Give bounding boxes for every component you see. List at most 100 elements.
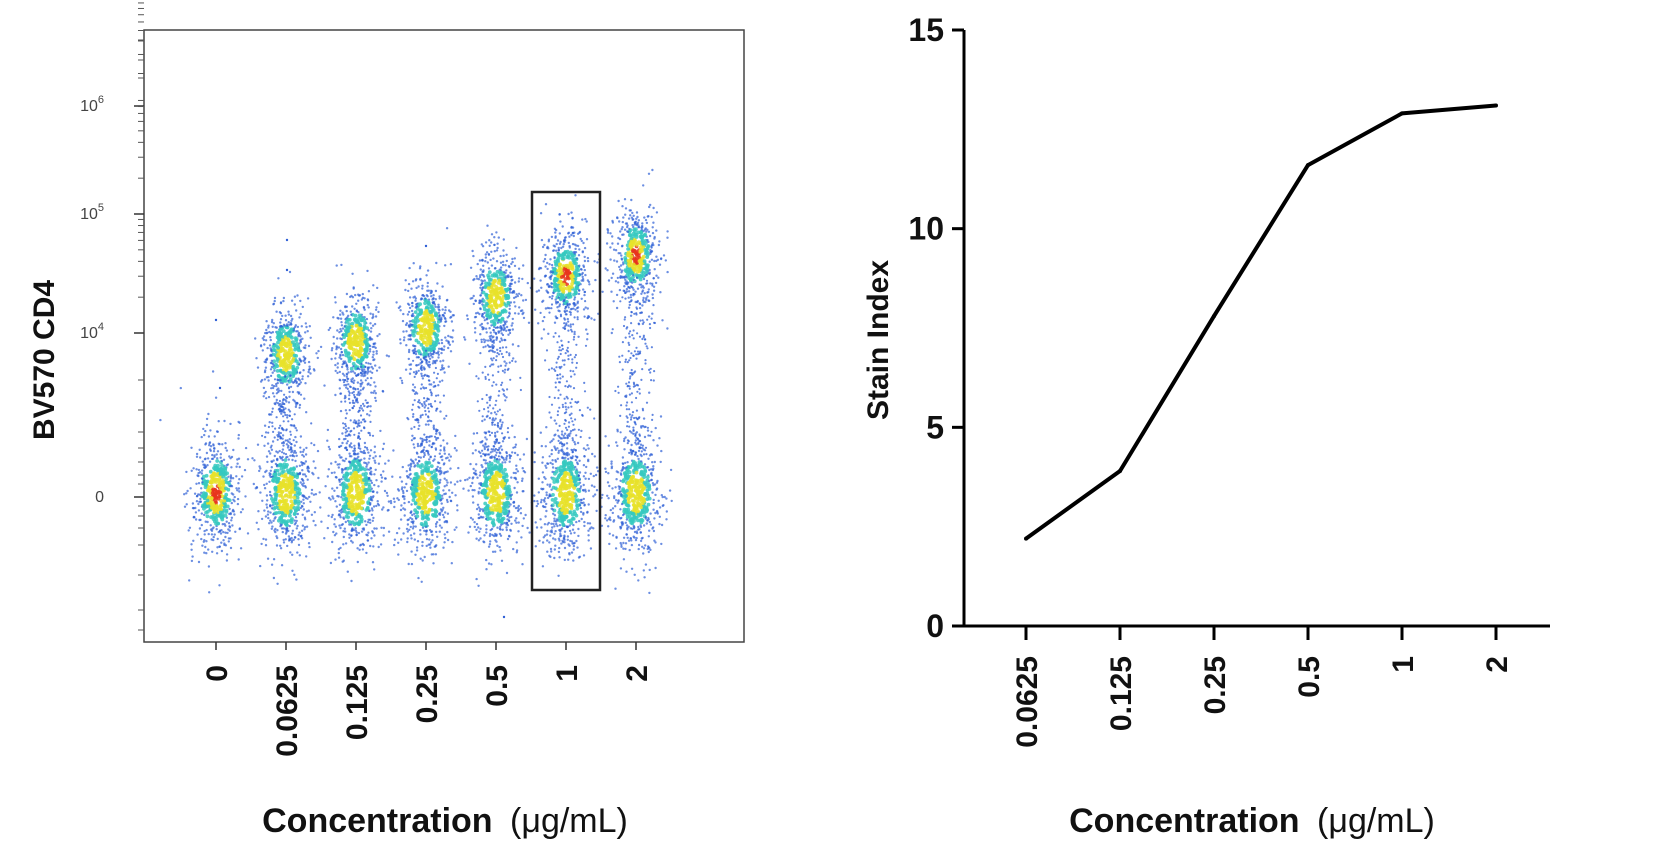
flow-event-dot [344, 467, 347, 470]
flow-event-dot [280, 340, 285, 345]
flow-event-dot [456, 480, 459, 483]
flow-event-dot [436, 282, 439, 285]
flow-event-dot [496, 348, 499, 351]
flow-event-dot [338, 370, 341, 374]
flow-event-dot [190, 446, 193, 449]
flow-event-dot [275, 501, 279, 506]
flow-event-dot [411, 323, 414, 327]
flow-event-dot [439, 401, 442, 404]
flow-event-dot [483, 279, 486, 282]
flow-event-dot [282, 296, 286, 300]
flow-event-dot [284, 375, 287, 378]
flow-event-dot [411, 408, 414, 411]
flow-event-dot [285, 397, 288, 400]
flow-event-dot [350, 534, 353, 537]
flow-event-dot [357, 424, 360, 427]
flow-event-dot [483, 408, 486, 411]
flow-event-dot [481, 419, 484, 423]
flow-event-dot [420, 383, 423, 386]
flow-event-dot [335, 264, 338, 267]
flow-event-dot [411, 403, 415, 406]
flow-event-dot [421, 437, 424, 440]
flow-event-dot [294, 451, 298, 454]
flow-event-dot [337, 551, 340, 555]
flow-event-dot [437, 303, 440, 306]
flow-event-dot [445, 299, 449, 302]
flow-event-dot [451, 329, 455, 332]
flow-event-dot [283, 402, 286, 406]
flow-event-dot [505, 528, 508, 532]
flow-event-dot [397, 553, 400, 556]
flow-event-dot [353, 433, 356, 436]
flow-event-dot [494, 431, 497, 434]
flow-event-dot [341, 523, 344, 526]
flow-event-dot [278, 455, 282, 458]
flow-event-dot [355, 323, 359, 328]
flow-event-dot [373, 473, 376, 476]
flow-event-dot [399, 338, 402, 341]
flow-event-dot [366, 448, 369, 451]
flow-event-dot [345, 383, 348, 387]
flow-event-dot [443, 462, 446, 465]
flow-event-dot [476, 277, 479, 280]
flow-event-dot [435, 324, 440, 328]
flow-event-dot [364, 365, 367, 368]
flow-event-dot [446, 530, 449, 534]
flow-event-dot [378, 455, 382, 458]
flow-event-dot [400, 538, 403, 541]
flow-event-dot [429, 546, 432, 549]
flow-event-dot [402, 330, 405, 333]
flow-event-dot [340, 456, 343, 459]
flow-event-dot [477, 492, 480, 495]
flow-event-dot [432, 340, 437, 345]
flow-event-dot [367, 370, 370, 373]
flow-event-dot [300, 537, 304, 540]
flow-event-dot [434, 545, 437, 548]
flow-event-dot [220, 459, 224, 463]
flow-event-dot [481, 371, 484, 374]
flow-event-dot [444, 309, 447, 312]
flow-event-dot [265, 357, 269, 360]
flow-event-dot [456, 504, 459, 507]
flow-event-dot [438, 431, 441, 434]
flow-event-dot [336, 329, 339, 332]
flow-event-dot [369, 330, 373, 333]
flow-event-dot [499, 266, 503, 269]
flow-event-dot [488, 470, 493, 474]
flow-event-dot [259, 491, 262, 494]
flow-event-dot [284, 464, 289, 469]
flow-event-dot [343, 348, 348, 353]
flow-event-dot [300, 325, 303, 328]
flow-event-dot [420, 403, 423, 406]
flow-event-dot [438, 481, 442, 484]
flow-event-dot [287, 490, 292, 495]
flow-event-dot [356, 393, 359, 396]
flow-event-dot [334, 525, 337, 528]
flow-event-dot [276, 476, 281, 481]
flow-event-dot [255, 486, 258, 489]
flow-event-dot [478, 275, 482, 279]
flow-event-dot [484, 377, 487, 380]
flow-event-dot [373, 345, 376, 348]
flow-event-dot [291, 458, 294, 462]
flow-event-dot [433, 371, 436, 374]
flow-event-dot [223, 466, 228, 471]
flow-event-dot [365, 361, 368, 364]
flow-event-dot [418, 406, 421, 409]
flow-event-dot [514, 360, 517, 363]
flow-event-dot [224, 531, 227, 534]
flow-event-dot [295, 365, 300, 370]
flow-event-dot [272, 519, 275, 522]
flow-event-dot [266, 557, 270, 560]
flow-event-dot [220, 463, 224, 468]
flow-event-dot [515, 468, 518, 471]
flow-event-dot [341, 327, 345, 330]
flow-event-dot [435, 521, 439, 524]
flow-event-dot [377, 545, 380, 549]
flow-event-dot [309, 336, 312, 339]
flow-event-dot [298, 471, 302, 475]
flow-event-dot [344, 428, 348, 431]
flow-event-dot [385, 354, 389, 357]
flow-event-dot [481, 397, 484, 401]
flow-event-dot [491, 482, 496, 486]
